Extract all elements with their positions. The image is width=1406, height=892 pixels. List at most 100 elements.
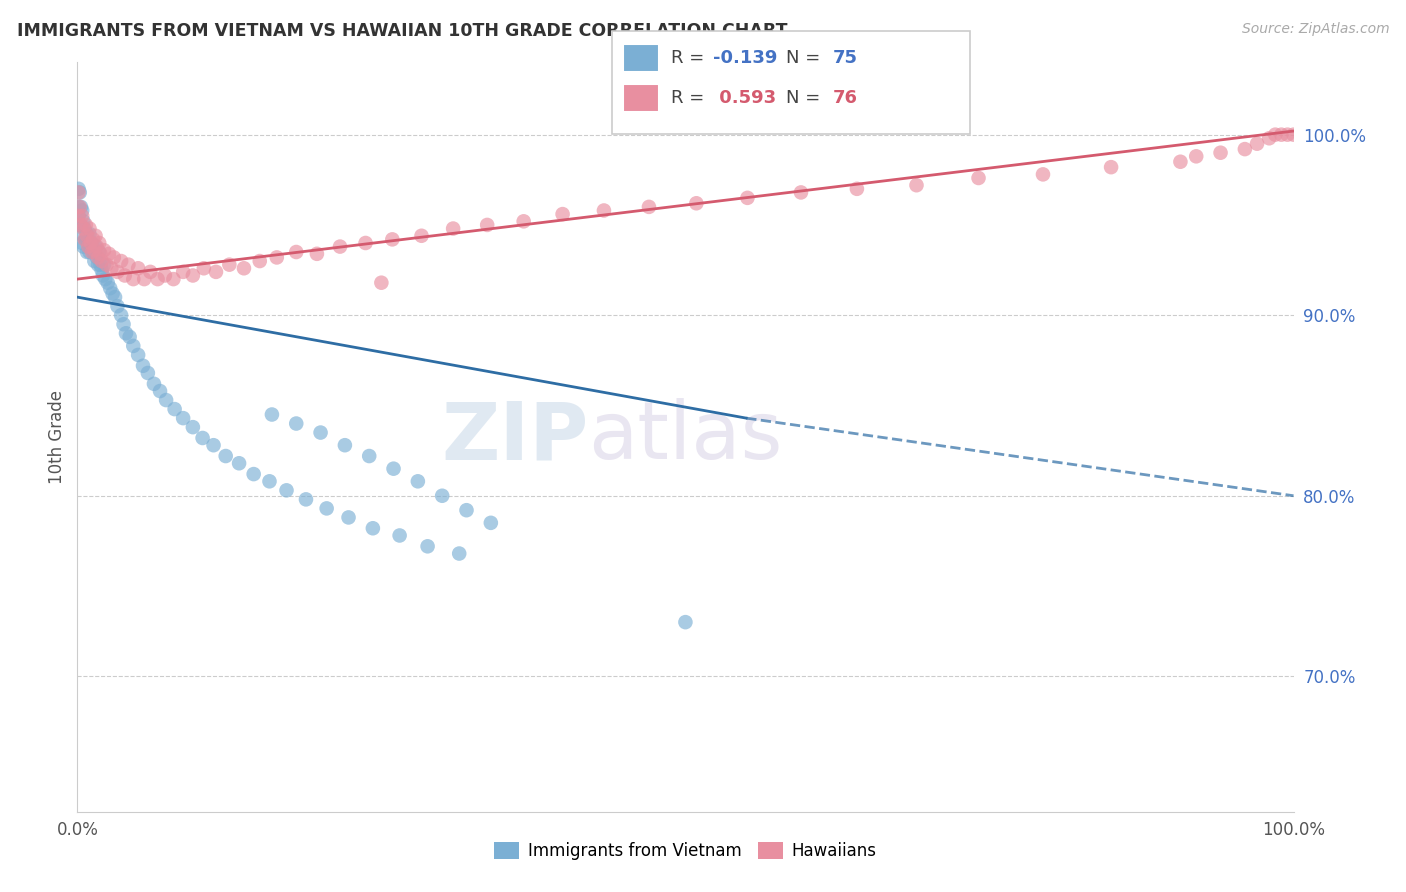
Point [370,276,392,290]
Point [1270,128,1292,142]
Point [233,261,256,276]
Point [70,209,93,223]
Point [136,366,159,380]
Point [67,182,90,196]
Point [276,483,298,498]
Point [80,235,103,250]
Point [94,272,117,286]
Point [430,489,453,503]
Point [305,247,328,261]
Text: 76: 76 [832,89,858,107]
Point [112,317,135,331]
Point [551,207,574,221]
Text: R =: R = [671,49,710,67]
Point [1099,160,1122,174]
Point [295,492,318,507]
Point [70,203,93,218]
Point [115,326,138,341]
Point [202,438,225,452]
Point [82,232,104,246]
Point [260,408,283,422]
Point [79,245,101,260]
Point [107,299,129,313]
Point [77,235,100,250]
Point [118,330,141,344]
Point [93,258,115,272]
Point [93,244,115,258]
Point [1264,128,1286,142]
Point [315,501,337,516]
Point [191,431,214,445]
Point [75,218,97,232]
Point [382,461,405,475]
Point [98,281,121,295]
Point [638,200,661,214]
Point [153,268,176,283]
Point [89,258,111,272]
Point [479,516,502,530]
Point [90,263,112,277]
Point [172,411,194,425]
Point [69,186,91,200]
Point [79,227,101,241]
Point [103,251,125,265]
Point [905,178,928,193]
Point [1258,131,1281,145]
Point [72,214,94,228]
Point [285,417,308,431]
Point [67,209,90,223]
Text: Source: ZipAtlas.com: Source: ZipAtlas.com [1241,22,1389,37]
Point [285,245,308,260]
Point [1282,128,1305,142]
Point [329,239,352,253]
Point [70,227,93,241]
Point [75,232,97,246]
Point [172,265,194,279]
Point [83,254,105,268]
Point [242,467,264,481]
Point [139,265,162,279]
Text: 75: 75 [832,49,858,67]
Point [70,218,93,232]
Text: atlas: atlas [588,398,783,476]
Point [790,186,813,200]
Point [70,235,93,250]
Point [1170,154,1192,169]
Point [117,258,139,272]
Point [86,251,108,265]
Point [67,200,90,214]
Point [77,239,100,253]
Point [441,221,464,235]
Point [155,393,177,408]
Point [114,268,136,283]
Point [127,261,149,276]
Point [91,268,114,283]
Point [1185,149,1208,163]
Point [967,171,990,186]
Point [132,359,155,373]
Point [73,232,96,246]
Point [72,239,94,253]
Point [359,449,381,463]
Y-axis label: 10th Grade: 10th Grade [48,390,66,484]
Point [685,196,707,211]
Point [89,235,111,250]
Point [193,261,215,276]
Point [104,290,127,304]
Point [84,228,107,243]
Point [86,239,108,253]
Point [110,254,132,268]
Point [67,186,90,200]
Point [181,268,204,283]
Point [1233,142,1256,156]
Point [218,258,240,272]
Point [122,339,145,353]
Point [76,245,98,260]
Point [83,244,105,258]
Point [266,251,288,265]
Point [149,384,172,398]
Point [82,245,104,260]
Point [411,228,433,243]
Point [146,272,169,286]
Point [80,239,103,253]
